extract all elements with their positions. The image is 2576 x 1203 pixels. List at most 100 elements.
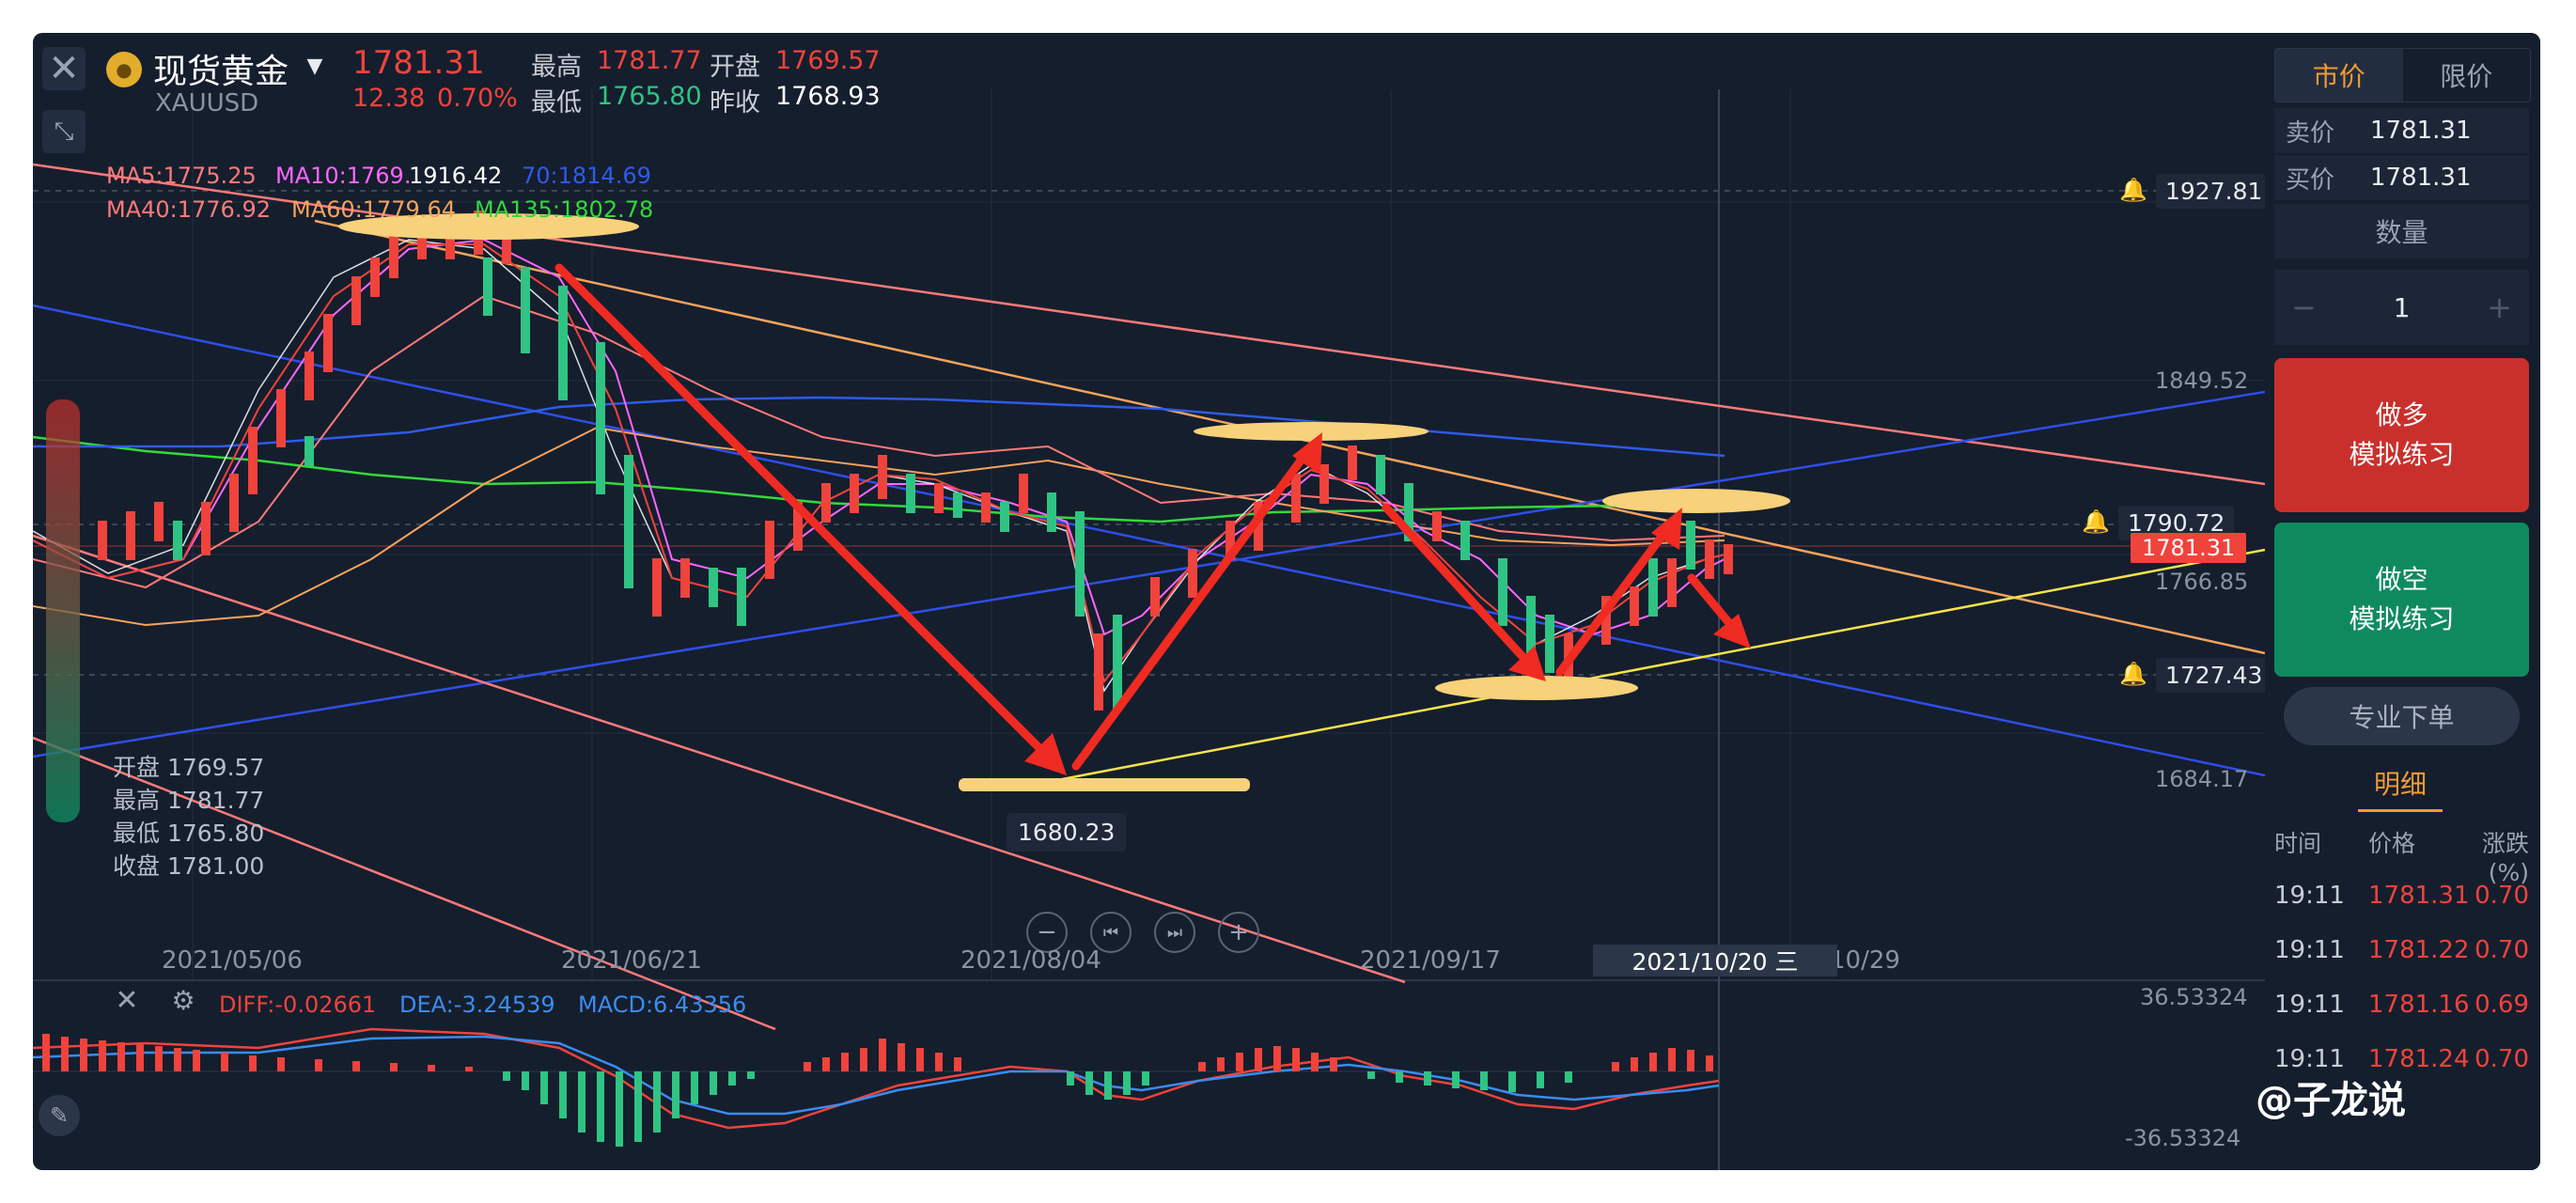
prev-close-value: 1768.93 <box>775 82 881 111</box>
ma10-label: MA10:1769. <box>275 163 412 189</box>
quantity-stepper[interactable]: − 1 + <box>2274 270 2529 345</box>
detail-header: 时间 价格 涨跌(%) <box>2274 825 2529 886</box>
kline-chart[interactable] <box>33 33 2265 1170</box>
close-macd-icon[interactable]: ✕ <box>115 983 139 1017</box>
ohlc-open: 开盘 1769.57 <box>113 754 265 781</box>
change-percent: 0.70% <box>437 84 518 113</box>
trading-app: ✕ ⤡ ● 现货黄金 ▼ XAUUSD 1781.31 12.38 0.70% … <box>33 33 2540 1170</box>
tick-price: 1781.24 <box>2368 1045 2470 1073</box>
tick-price: 1781.31 <box>2368 882 2470 910</box>
axis-price-1684: 1684.17 <box>2155 766 2249 792</box>
skip-forward-icon[interactable]: ⏭ <box>1154 912 1195 953</box>
gold-coin-icon: ● <box>106 52 142 87</box>
low-value: 1765.80 <box>597 82 702 111</box>
bell-icon[interactable]: 🔔 <box>2119 661 2147 687</box>
col-time: 时间 <box>2274 830 2322 857</box>
close-icon[interactable]: ✕ <box>42 47 86 90</box>
pencil-icon[interactable]: ✎ <box>39 1095 80 1136</box>
prev-close-label: 昨收 <box>710 88 760 117</box>
date-tick-4: 2021/09/17 <box>1360 946 1501 975</box>
change-value: 12.38 <box>352 84 426 113</box>
bell-icon[interactable]: 🔔 <box>2082 508 2110 535</box>
low-marker-label: 1680.23 <box>1007 813 1127 851</box>
col-change: 涨跌(%) <box>2481 830 2529 886</box>
go-long-subtitle: 模拟练习 <box>2349 439 2455 470</box>
tick-time: 19:11 <box>2274 882 2345 910</box>
date-tick-3: 2021/08/04 <box>960 946 1101 975</box>
macd-dea: DEA:-3.24539 <box>399 992 555 1018</box>
ma60-label: MA60:1779.64 <box>291 196 456 223</box>
tick-price: 1781.22 <box>2368 936 2470 964</box>
go-long-title: 做多 <box>2375 399 2428 430</box>
tab-limit[interactable]: 限价 <box>2402 49 2530 102</box>
last-price: 1781.31 <box>352 44 485 82</box>
list-item: 19:11 1781.16 0.69 <box>2274 991 2529 1019</box>
zoom-out-icon[interactable]: − <box>1026 912 1068 953</box>
sell-price-label: 卖价 <box>2286 118 2335 148</box>
ohlc-close: 收盘 1781.00 <box>113 852 265 880</box>
open-label: 开盘 <box>710 53 760 82</box>
date-tick-2: 2021/06/21 <box>561 946 702 975</box>
chevron-down-icon[interactable]: ▼ <box>306 54 323 78</box>
col-price: 价格 <box>2368 830 2416 857</box>
tick-change: 0.70 <box>2475 936 2529 964</box>
macd-axis-top: 36.53324 <box>2140 984 2248 1010</box>
ma20-label: 70:1814.69 <box>522 163 651 189</box>
axis-price-1766: 1766.85 <box>2155 569 2249 595</box>
macd-value: MACD:6.43356 <box>578 992 747 1018</box>
zoom-in-icon[interactable]: + <box>1218 912 1259 953</box>
alert-price-low[interactable]: 1727.43 <box>2156 658 2272 693</box>
date-tick-5: 10/29 <box>1830 946 1900 975</box>
plus-button[interactable]: + <box>2487 289 2512 325</box>
symbol-code: XAUUSD <box>155 89 259 117</box>
go-short-subtitle: 模拟练习 <box>2349 603 2455 634</box>
shrink-icon[interactable]: ⤡ <box>42 110 86 153</box>
tick-price: 1781.16 <box>2368 991 2470 1019</box>
ma135-label: MA135:1802.78 <box>475 196 654 223</box>
bell-icon[interactable]: 🔔 <box>2119 177 2147 203</box>
high-label: 最高 <box>531 53 582 82</box>
macd-axis-bottom: -36.53324 <box>2125 1125 2241 1151</box>
go-short-button[interactable]: 做空 模拟练习 <box>2274 523 2529 677</box>
current-price-tag: 1781.31 <box>2131 533 2247 563</box>
macd-diff: DIFF:-0.02661 <box>219 992 377 1018</box>
list-item: 19:11 1781.24 0.70 <box>2274 1045 2529 1073</box>
minus-button[interactable]: − <box>2291 289 2317 325</box>
ma40-label: MA40:1776.92 <box>106 196 271 223</box>
quantity-value[interactable]: 1 <box>2393 291 2411 323</box>
high-marker: 1916.42 <box>409 163 503 189</box>
order-type-tabs: 市价 限价 <box>2274 48 2531 102</box>
axis-price-1849: 1849.52 <box>2155 367 2249 394</box>
quantity-label: 数量 <box>2274 204 2529 258</box>
symbol-name[interactable]: 现货黄金 <box>153 53 289 91</box>
buy-price-label: 买价 <box>2286 165 2335 195</box>
trade-panel: 市价 限价 卖价 1781.31 买价 1781.31 数量 − 1 + 做多 … <box>2265 33 2540 1170</box>
tab-detail[interactable]: 明细 <box>2358 757 2443 812</box>
skip-back-icon[interactable]: ⏮ <box>1090 912 1132 953</box>
alert-price-high[interactable]: 1927.81 <box>2156 174 2272 209</box>
ma5-label: MA5:1775.25 <box>106 163 257 189</box>
ohlc-high: 最高 1781.77 <box>113 787 265 814</box>
tab-market[interactable]: 市价 <box>2275 49 2403 102</box>
settings-icon[interactable]: ⚙ <box>171 984 195 1016</box>
chart-area[interactable]: ✕ ⤡ ● 现货黄金 ▼ XAUUSD 1781.31 12.38 0.70% … <box>33 33 2272 1170</box>
list-item: 19:11 1781.22 0.70 <box>2274 936 2529 964</box>
buy-price-value: 1781.31 <box>2370 164 2472 192</box>
tick-time: 19:11 <box>2274 936 2345 964</box>
sell-price-row: 卖价 1781.31 <box>2274 108 2529 153</box>
go-long-button[interactable]: 做多 模拟练习 <box>2274 358 2529 512</box>
pro-order-button[interactable]: 专业下单 <box>2284 687 2520 745</box>
tick-change: 0.70 <box>2475 882 2529 910</box>
sell-price-value: 1781.31 <box>2370 117 2472 145</box>
cursor-date: 2021/10/20 三 <box>1593 945 1837 976</box>
low-label: 最低 <box>531 88 582 117</box>
tick-time: 19:11 <box>2274 991 2345 1019</box>
open-value: 1769.57 <box>775 46 881 75</box>
buy-price-row: 买价 1781.31 <box>2274 155 2529 200</box>
tick-change: 0.69 <box>2475 991 2529 1019</box>
high-value: 1781.77 <box>597 46 702 75</box>
date-tick-1: 2021/05/06 <box>162 946 303 975</box>
tick-time: 19:11 <box>2274 1045 2345 1073</box>
tick-change: 0.70 <box>2475 1045 2529 1073</box>
go-short-title: 做空 <box>2375 564 2428 595</box>
